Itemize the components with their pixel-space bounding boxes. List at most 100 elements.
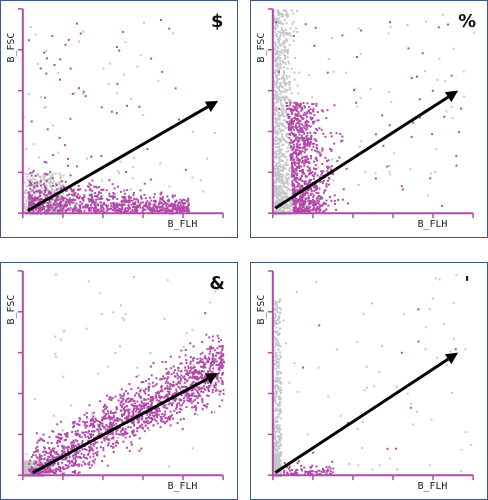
ungated-point	[277, 65, 280, 68]
ungated-point	[282, 9, 285, 12]
gated-point	[66, 432, 69, 435]
gated-point	[304, 198, 307, 201]
gated-point	[162, 405, 165, 408]
gated-point	[115, 204, 118, 207]
gated-point	[189, 376, 192, 379]
gated-point	[34, 450, 37, 453]
gated-point	[303, 127, 306, 130]
gated-point	[51, 184, 54, 187]
gated-point	[89, 187, 92, 190]
gated-point	[221, 379, 224, 382]
gated-point	[90, 430, 93, 433]
ungated-point	[285, 82, 288, 85]
gated-point	[65, 435, 68, 438]
gated-point	[43, 453, 46, 456]
gated-point	[179, 198, 182, 201]
ungated-point	[35, 463, 38, 466]
gated-point	[308, 168, 311, 171]
gated-point	[78, 210, 81, 213]
gated-point	[309, 201, 312, 204]
gated-point	[61, 180, 64, 183]
gated-point	[306, 189, 309, 192]
gated-point	[291, 199, 294, 202]
gated-point	[39, 437, 42, 440]
ungated-point	[273, 185, 276, 188]
ungated-point	[275, 35, 278, 38]
gated-point	[220, 355, 223, 358]
gated-point	[110, 432, 113, 435]
gated-point	[193, 395, 196, 398]
ungated-point	[275, 121, 278, 124]
ungated-point	[287, 150, 290, 153]
gated-point	[218, 390, 221, 393]
gated-point	[294, 198, 297, 201]
gated-point	[308, 209, 311, 212]
gated-point	[160, 416, 163, 419]
ungated-point	[287, 204, 290, 207]
gated-point	[179, 418, 182, 421]
gated-point	[130, 203, 133, 206]
gated-point	[74, 462, 77, 465]
gated-point	[40, 209, 43, 212]
gated-point	[121, 208, 124, 211]
gated-point	[298, 188, 301, 191]
ungated-point	[277, 68, 280, 71]
gated-point	[153, 415, 156, 418]
gated-point	[156, 392, 159, 395]
gated-point	[341, 135, 344, 138]
gated-point	[47, 455, 50, 458]
gated-point	[187, 400, 190, 403]
gated-point	[47, 469, 50, 472]
ungated-point	[37, 465, 40, 468]
gated-point	[216, 375, 219, 378]
gated-point	[295, 165, 298, 168]
gated-point	[113, 193, 116, 196]
gated-point	[184, 369, 187, 372]
gated-point	[316, 129, 319, 132]
gated-point	[111, 416, 114, 419]
gated-point	[303, 208, 306, 211]
gated-point	[65, 190, 68, 193]
gated-point	[48, 447, 50, 450]
gated-point	[187, 208, 190, 211]
ungated-point	[34, 192, 37, 195]
gated-point	[305, 205, 308, 208]
gated-point	[179, 379, 182, 382]
gated-point	[304, 106, 307, 109]
gated-point	[121, 196, 124, 199]
gated-point	[76, 165, 79, 168]
gated-point	[341, 198, 344, 201]
gated-points	[27, 312, 226, 475]
gated-point	[325, 117, 328, 120]
gated-point	[160, 201, 163, 204]
ungated-point	[274, 194, 277, 197]
gated-point	[54, 199, 57, 202]
gated-point	[315, 168, 318, 171]
gated-point	[79, 188, 82, 191]
gated-point	[76, 195, 79, 198]
gated-point	[218, 405, 221, 408]
gated-point	[107, 442, 110, 445]
gated-point	[48, 471, 51, 474]
gated-point	[127, 392, 130, 395]
gated-point	[320, 180, 323, 183]
gated-point	[35, 208, 37, 211]
gated-point	[333, 199, 336, 202]
ungated-point	[288, 75, 291, 78]
gated-point	[199, 353, 202, 356]
ungated-point	[279, 151, 282, 154]
gated-point	[207, 388, 210, 391]
gated-point	[97, 430, 100, 433]
gated-point	[295, 104, 298, 107]
gated-point	[197, 371, 200, 374]
gated-point	[100, 106, 103, 109]
ungated-point	[283, 210, 286, 213]
ungated-point	[275, 200, 278, 203]
gated-point	[52, 209, 55, 212]
gated-point	[294, 210, 297, 213]
gated-point	[36, 198, 39, 201]
gated-point	[292, 151, 295, 154]
ungated-point	[33, 195, 36, 198]
ungated-point	[288, 32, 291, 35]
ungated-point	[276, 133, 279, 136]
